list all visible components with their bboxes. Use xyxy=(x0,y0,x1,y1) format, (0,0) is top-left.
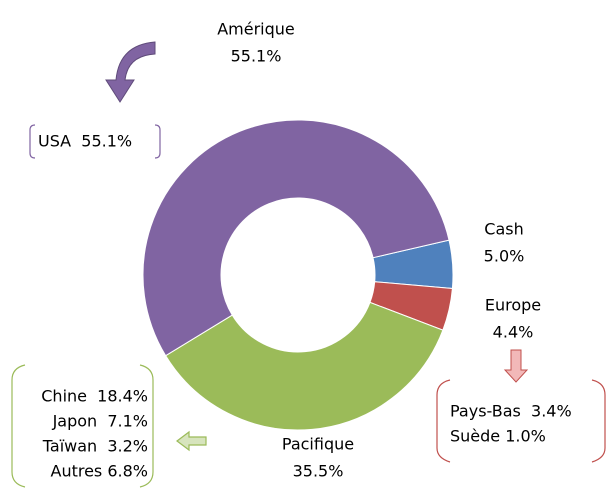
category-label: Cash xyxy=(484,220,523,239)
annotation-line: Pays-Bas 3.4% xyxy=(450,402,572,421)
value-label: 35.5% xyxy=(293,462,344,481)
category-label: Pacifique xyxy=(282,435,354,454)
value-label: 5.0% xyxy=(484,247,525,266)
annotation-line: Taïwan 3.2% xyxy=(42,437,148,456)
brackets xyxy=(11,124,606,488)
arrow xyxy=(176,430,207,452)
annotation-line: Japon 7.1% xyxy=(52,412,148,431)
donut-segment xyxy=(164,301,444,431)
category-label: Amérique xyxy=(217,20,295,39)
value-label: 55.1% xyxy=(231,47,282,66)
annotation-line: USA 55.1% xyxy=(38,132,132,151)
value-label: 4.4% xyxy=(493,323,534,342)
arrow xyxy=(503,349,529,383)
annotation-line: Suède 1.0% xyxy=(450,427,546,446)
donut-segment xyxy=(142,119,450,357)
arrow xyxy=(105,41,156,103)
category-label: Europe xyxy=(485,296,541,315)
annotation-line: Chine 18.4% xyxy=(41,387,148,406)
annotation-line: Autres 6.8% xyxy=(51,462,149,481)
